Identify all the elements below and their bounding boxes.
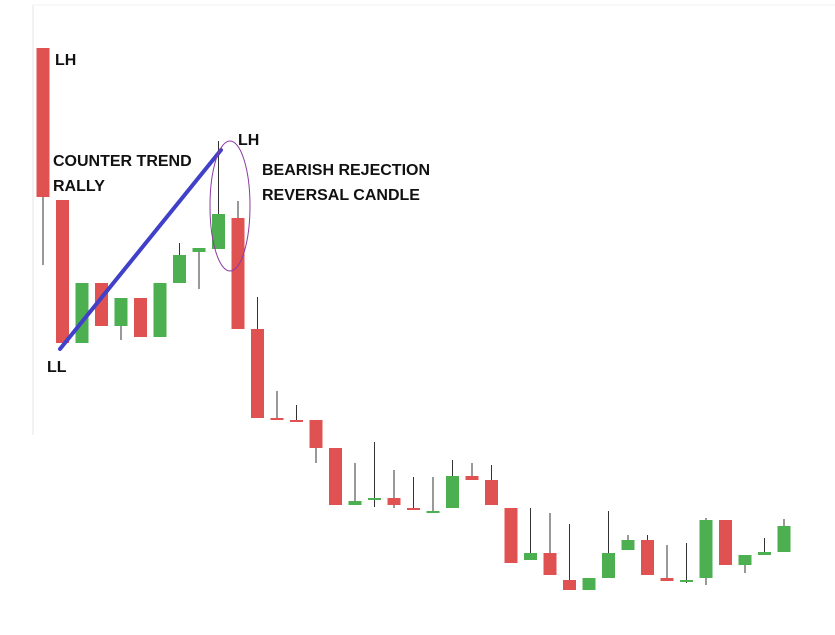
bullish-candle (348, 501, 362, 505)
bullish-candle (602, 553, 615, 578)
bullish-candle (212, 214, 225, 249)
bearish-candle (134, 298, 147, 337)
annotation-bearish-line2: REVERSAL CANDLE (262, 187, 420, 204)
bullish-candle (758, 552, 771, 555)
bearish-candle (660, 578, 674, 581)
bullish-candle (75, 283, 89, 343)
annotation-lh-second: LH (238, 132, 259, 149)
bearish-candle (504, 508, 518, 563)
bearish-candle (36, 48, 50, 197)
bullish-candle (582, 578, 596, 590)
annotation-ll: LL (47, 359, 67, 376)
counter-trend-line (58, 148, 223, 351)
bearish-candle (563, 580, 576, 590)
annotation-counter-trend-line1: COUNTER TREND (53, 153, 192, 170)
candles-group (36, 48, 791, 590)
bearish-candle (719, 520, 732, 565)
bullish-candle (446, 476, 459, 508)
rejection-highlight-ellipse (209, 140, 251, 272)
bearish-candle (465, 476, 479, 480)
bullish-candle (114, 298, 128, 326)
bullish-candle (173, 255, 186, 283)
bearish-candle (641, 540, 654, 575)
bearish-candle (56, 200, 69, 343)
bullish-candle (426, 511, 440, 513)
bullish-candle (699, 520, 713, 578)
bearish-candle (543, 553, 557, 575)
bullish-candle (621, 540, 635, 550)
bullish-candle (153, 283, 167, 337)
bullish-candle (680, 580, 693, 582)
bearish-candle (270, 418, 284, 420)
bearish-candle (251, 329, 264, 418)
annotation-counter-trend-line2: RALLY (53, 178, 105, 195)
bearish-candle (407, 508, 420, 510)
bearish-candle (309, 420, 323, 448)
bullish-candle (192, 248, 206, 252)
bearish-candle (387, 498, 401, 505)
bullish-candle (777, 526, 791, 552)
bullish-candle (368, 498, 381, 500)
annotation-lh-top: LH (55, 52, 76, 69)
bullish-candle (738, 555, 752, 565)
bullish-candle (524, 553, 537, 560)
bearish-candle (329, 448, 342, 505)
bearish-candle (231, 218, 245, 329)
bearish-candle (290, 420, 303, 422)
bearish-candle (485, 480, 498, 505)
annotation-bearish-line1: BEARISH REJECTION (262, 162, 430, 179)
